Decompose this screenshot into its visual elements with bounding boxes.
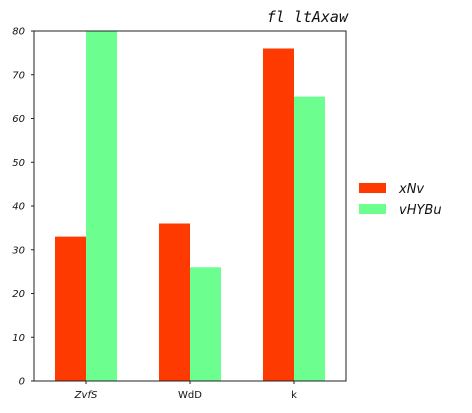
bar-vHYBu-ZvfS (86, 31, 117, 381)
y-tick-label-1: 10 (12, 333, 25, 344)
legend: xNv vHYBu (359, 182, 442, 218)
x-tick-label-1: WdD (178, 390, 202, 401)
bar-xNv-ZvfS (55, 236, 86, 381)
axes-frame (33, 30, 347, 382)
bar-vHYBu-WdD (190, 267, 221, 381)
y-tick-label-6: 60 (12, 114, 25, 125)
x-tick-label-2: k (291, 390, 297, 401)
y-tick-label-2: 20 (12, 289, 25, 300)
legend-swatch-xNv (359, 183, 386, 193)
y-tick-label-3: 30 (12, 245, 25, 256)
y-tick-label-4: 40 (12, 202, 25, 213)
y-tick-label-5: 50 (12, 158, 25, 169)
y-tick-label-8: 80 (12, 27, 25, 38)
bar-vHYBu-k (294, 96, 325, 381)
y-tick-label-7: 70 (12, 70, 25, 81)
legend-swatch-vHYBu (359, 204, 386, 214)
bar-xNv-WdD (159, 223, 190, 381)
bar-xNv-k (263, 48, 294, 381)
y-tick-label-0: 0 (19, 377, 25, 388)
plot-area: ZvfS WdD k 0 10 20 30 40 50 60 70 80 (12, 27, 347, 401)
legend-label-xNv: xNv (398, 182, 424, 197)
chart-title: fl ltAxaw (267, 8, 349, 26)
x-tick-label-0: ZvfS (74, 390, 98, 401)
legend-label-vHYBu: vHYBu (399, 203, 442, 218)
